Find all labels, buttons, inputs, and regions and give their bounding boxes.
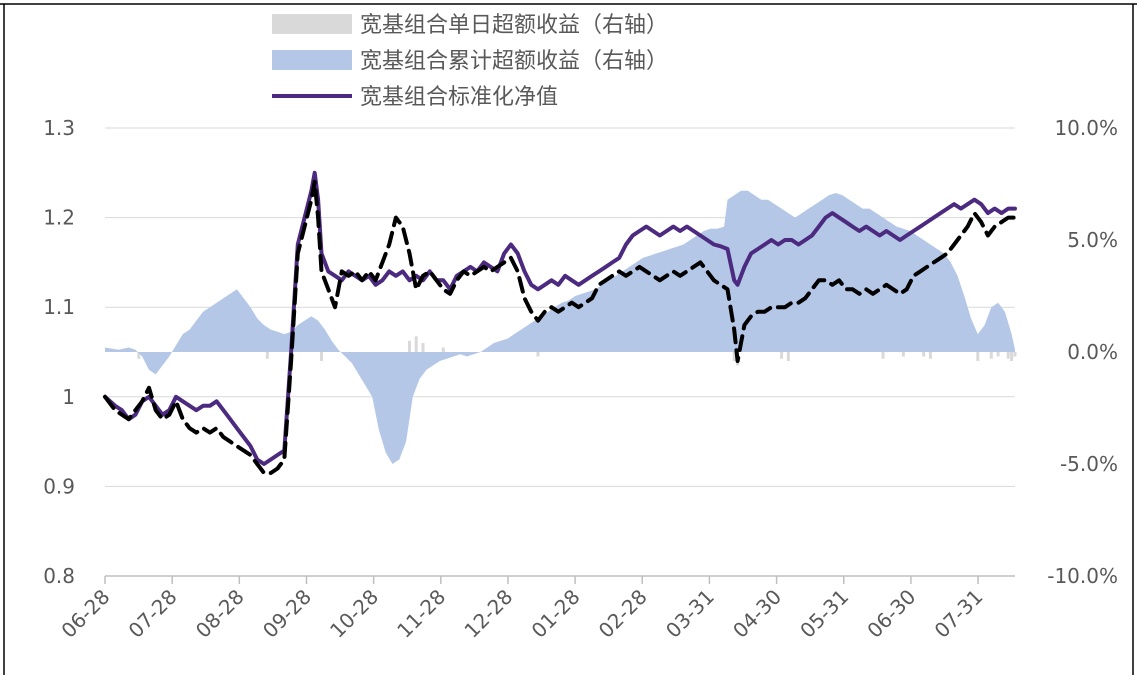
daily-excess-bar [881, 352, 885, 359]
x-tick-label: 01-28 [527, 585, 585, 643]
right-tick-label: 5.0% [1067, 228, 1118, 252]
legend-label-daily-excess: 宽基组合单日超额收益（右轴） [360, 13, 668, 38]
right-tick-label: 0.0% [1067, 340, 1118, 364]
cumulative-excess-area-path [105, 190, 1015, 464]
benchmark-dashed-line [103, 179, 1017, 475]
left-tick-label: 1.3 [43, 116, 75, 140]
x-tick-label: 07-31 [930, 585, 988, 643]
x-axis: 06-28 07-28 08-28 09-28 10-28 11-28 12-28 01-28… [56, 575, 1015, 643]
right-tick-label: 10.0% [1054, 116, 1118, 140]
daily-excess-bar [732, 352, 736, 361]
x-tick-label: 06-28 [56, 585, 114, 643]
left-tick-label: 1.1 [43, 295, 75, 319]
right-axis-ticks: -10.0% -5.0% 0.0% 5.0% 10.0% [1047, 116, 1118, 588]
x-tick-label: 08-28 [191, 585, 249, 643]
x-tick-label: 04-30 [728, 585, 786, 643]
left-tick-label: 0.9 [43, 474, 75, 498]
legend-swatch-cumulative-excess [272, 50, 352, 70]
x-tick-label: 03-31 [661, 585, 719, 643]
daily-excess-bar [976, 352, 980, 361]
daily-excess-bar [780, 352, 784, 359]
x-tick-label: 02-28 [594, 585, 652, 643]
series-lines [103, 170, 1017, 475]
x-tick-label: 10-28 [325, 585, 383, 643]
left-tick-label: 1.2 [43, 206, 75, 230]
daily-excess-bar [265, 352, 269, 359]
x-tick-label: 06-30 [862, 585, 920, 643]
x-tick-label: 11-28 [392, 585, 450, 643]
daily-excess-bar [996, 352, 1000, 357]
x-tick-label: 09-28 [258, 585, 316, 643]
daily-excess-bar [1010, 352, 1014, 361]
daily-excess-bar [922, 352, 926, 357]
daily-excess-bar [1013, 352, 1017, 357]
cumulative-excess-area [105, 190, 1015, 464]
x-tick-label: 12-28 [459, 585, 517, 643]
daily-excess-bar [1006, 352, 1010, 359]
daily-excess-bar [989, 352, 993, 359]
left-tick-label: 1 [62, 385, 75, 409]
daily-excess-bar [407, 340, 411, 352]
daily-excess-bar [421, 343, 425, 352]
daily-excess-bar [901, 352, 905, 357]
legend-label-nav: 宽基组合标准化净值 [360, 85, 558, 110]
x-tick-label: 07-28 [124, 585, 182, 643]
daily-excess-bar [320, 352, 324, 361]
daily-excess-bar [441, 347, 445, 352]
legend: 宽基组合单日超额收益（右轴） 宽基组合累计超额收益（右轴） 宽基组合标准化净值 [272, 13, 668, 110]
x-tick-label: 05-31 [795, 585, 853, 643]
legend-swatch-daily-excess [272, 14, 352, 34]
left-axis-ticks: 0.8 0.9 1 1.1 1.2 1.3 [43, 116, 75, 588]
daily-excess-bar [928, 352, 932, 359]
daily-excess-bar [536, 352, 540, 357]
legend-label-cumulative-excess: 宽基组合累计超额收益（右轴） [360, 49, 668, 74]
daily-excess-bar [414, 336, 418, 352]
left-tick-label: 0.8 [43, 564, 75, 588]
right-tick-label: -5.0% [1060, 452, 1118, 476]
right-tick-label: -10.0% [1047, 564, 1118, 588]
daily-excess-bar [137, 352, 141, 359]
nav-line [103, 170, 1017, 466]
daily-excess-bar [786, 352, 790, 361]
